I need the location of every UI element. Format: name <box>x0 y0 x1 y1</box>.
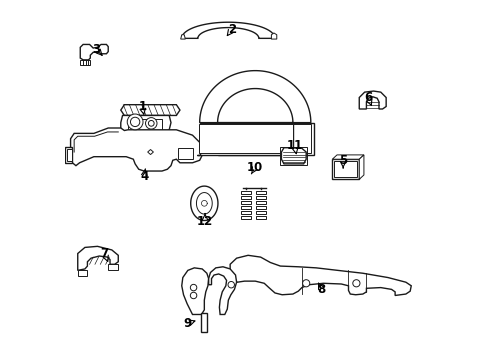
Polygon shape <box>147 149 153 154</box>
Text: 3: 3 <box>92 42 100 55</box>
Polygon shape <box>241 206 251 210</box>
Circle shape <box>227 282 234 288</box>
Polygon shape <box>199 71 310 123</box>
Text: 6: 6 <box>364 91 371 104</box>
Polygon shape <box>199 125 293 153</box>
Polygon shape <box>180 35 185 39</box>
Polygon shape <box>217 125 310 153</box>
Polygon shape <box>255 216 265 220</box>
Polygon shape <box>230 255 410 296</box>
Circle shape <box>352 280 359 287</box>
Polygon shape <box>281 148 305 164</box>
Polygon shape <box>70 128 203 171</box>
Polygon shape <box>241 201 251 204</box>
Circle shape <box>127 114 142 130</box>
Text: 7: 7 <box>101 247 108 260</box>
Text: 11: 11 <box>286 139 302 152</box>
Polygon shape <box>208 267 236 315</box>
Polygon shape <box>255 206 265 210</box>
Polygon shape <box>332 155 363 159</box>
Circle shape <box>190 284 196 291</box>
Circle shape <box>130 117 140 127</box>
Text: 5: 5 <box>338 154 346 167</box>
Polygon shape <box>80 44 108 60</box>
Polygon shape <box>80 60 90 65</box>
Polygon shape <box>128 119 162 130</box>
Polygon shape <box>121 116 171 134</box>
Polygon shape <box>241 196 251 199</box>
Circle shape <box>190 292 196 299</box>
Polygon shape <box>217 123 313 155</box>
Polygon shape <box>271 33 276 39</box>
Polygon shape <box>121 105 180 116</box>
Polygon shape <box>359 155 363 179</box>
Circle shape <box>145 118 157 129</box>
Polygon shape <box>67 149 72 161</box>
Text: 4: 4 <box>140 170 148 183</box>
Polygon shape <box>182 268 208 315</box>
Circle shape <box>302 280 309 287</box>
Polygon shape <box>108 264 118 270</box>
Polygon shape <box>196 123 292 155</box>
Polygon shape <box>255 211 265 215</box>
Polygon shape <box>178 148 192 159</box>
Text: 12: 12 <box>197 215 213 228</box>
Text: 1: 1 <box>138 100 146 113</box>
Polygon shape <box>241 211 251 215</box>
Polygon shape <box>332 159 359 179</box>
Polygon shape <box>241 216 251 220</box>
Polygon shape <box>78 270 87 276</box>
Polygon shape <box>255 191 265 194</box>
Text: 2: 2 <box>227 23 236 36</box>
Polygon shape <box>241 191 251 194</box>
Polygon shape <box>78 246 118 270</box>
Polygon shape <box>255 196 265 199</box>
Text: 9: 9 <box>183 317 191 330</box>
Polygon shape <box>255 201 265 204</box>
Text: 8: 8 <box>317 283 325 296</box>
Polygon shape <box>182 22 274 39</box>
Polygon shape <box>65 147 72 163</box>
Text: 10: 10 <box>246 161 263 174</box>
Polygon shape <box>190 186 218 221</box>
Circle shape <box>148 121 154 126</box>
Polygon shape <box>201 314 206 332</box>
Polygon shape <box>359 91 386 109</box>
